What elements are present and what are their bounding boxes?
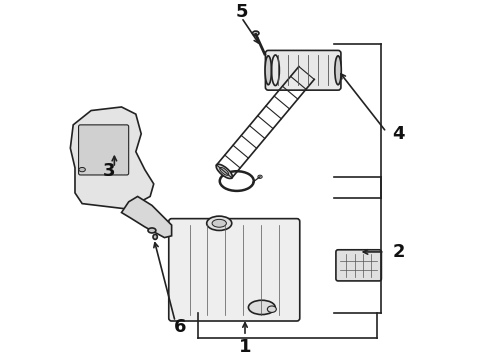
Text: 3: 3 — [103, 162, 115, 180]
Ellipse shape — [207, 216, 232, 230]
FancyBboxPatch shape — [336, 250, 381, 281]
Text: 4: 4 — [392, 125, 405, 143]
Ellipse shape — [220, 167, 229, 175]
Polygon shape — [71, 107, 154, 209]
Text: 1: 1 — [239, 338, 251, 356]
FancyBboxPatch shape — [266, 50, 341, 90]
Ellipse shape — [258, 175, 262, 178]
Ellipse shape — [248, 300, 275, 315]
Ellipse shape — [79, 167, 85, 172]
Ellipse shape — [265, 56, 271, 85]
FancyBboxPatch shape — [78, 125, 129, 175]
Ellipse shape — [298, 66, 315, 80]
Ellipse shape — [216, 164, 232, 179]
Ellipse shape — [153, 234, 157, 239]
Ellipse shape — [212, 219, 226, 227]
Text: 5: 5 — [235, 3, 247, 21]
Text: 6: 6 — [174, 318, 187, 336]
FancyBboxPatch shape — [169, 219, 300, 321]
Polygon shape — [122, 197, 172, 238]
Ellipse shape — [335, 56, 341, 85]
Ellipse shape — [252, 31, 259, 35]
Text: 2: 2 — [392, 243, 405, 261]
Ellipse shape — [148, 228, 156, 233]
Ellipse shape — [268, 306, 276, 312]
